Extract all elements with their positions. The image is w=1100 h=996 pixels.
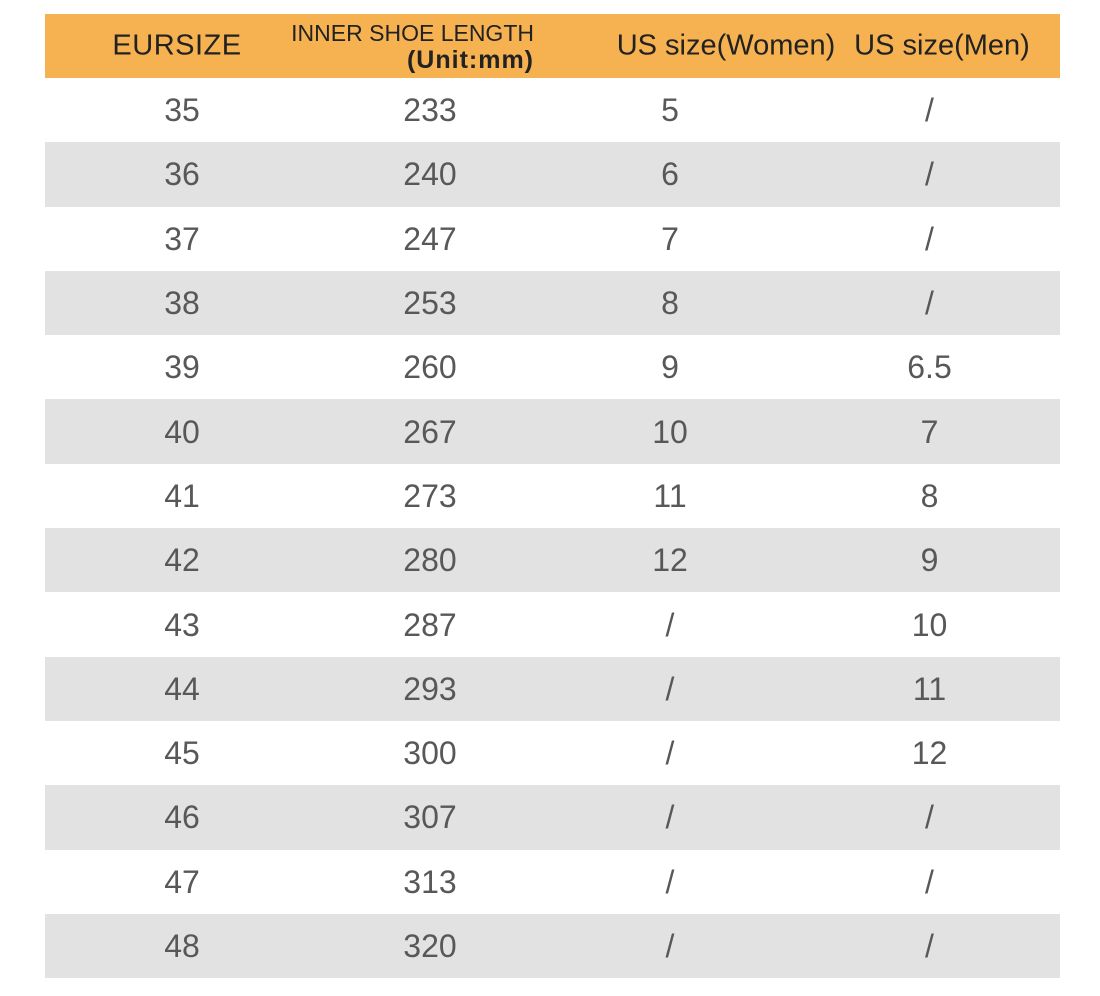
- table-cell-inner-length: 247: [403, 220, 457, 257]
- table-cell-eursize: 44: [164, 670, 200, 707]
- table-cell-eursize: 37: [164, 220, 200, 257]
- table-cell-us-men: /: [925, 863, 934, 900]
- table-cell-inner-length: 293: [403, 670, 457, 707]
- table-cell-eursize: 48: [164, 928, 200, 964]
- table-cell-us-women: 11: [653, 477, 687, 514]
- table-cell-eursize: 43: [164, 606, 200, 643]
- table-cell-inner-length: 320: [403, 928, 457, 964]
- table-cell-us-women: 6: [661, 156, 679, 193]
- table-cell-inner-length: 280: [403, 542, 457, 579]
- table-row: 48 320 / /: [45, 913, 1060, 979]
- table-cell-inner-length: 287: [403, 606, 457, 643]
- table-cell-inner-length: 273: [403, 477, 457, 514]
- table-cell-us-women: 12: [652, 542, 688, 579]
- table-cell-us-men: /: [925, 928, 934, 964]
- table-row: 36 240 6 /: [45, 142, 1060, 207]
- table-row: 45 300 / 12: [45, 720, 1060, 786]
- table-cell-us-women: 10: [652, 413, 688, 450]
- table-cell-eursize: 39: [164, 349, 200, 386]
- table-row: 43 287 / 10: [45, 592, 1060, 657]
- table-row: 40 267 10 7: [45, 399, 1060, 464]
- header-eursize: EURSIZE: [112, 29, 242, 62]
- table-cell-us-men: 12: [911, 735, 948, 772]
- table-cell-us-men: 7: [920, 413, 939, 450]
- table-cell-us-women: 9: [661, 349, 679, 386]
- table-cell-eursize: 46: [164, 799, 200, 836]
- table-cell-us-men: /: [925, 220, 934, 257]
- table-cell-us-men: 6.5: [907, 349, 952, 386]
- table-row: 41 273 11 8: [45, 463, 1060, 529]
- table-cell-us-women: /: [665, 606, 675, 643]
- table-cell-inner-length: 313: [403, 863, 457, 900]
- table-cell-us-women: /: [665, 670, 675, 707]
- table-row: 38 253 8 /: [45, 270, 1060, 336]
- table-cell-us-women: /: [665, 735, 675, 772]
- table-cell-inner-length: 240: [403, 156, 457, 193]
- table-cell-inner-length: 300: [403, 735, 457, 772]
- table-rows: 35 233 5 / 36 240 6 / 37 247 7 / 38 253 …: [45, 78, 1060, 979]
- table-cell-inner-length: 233: [403, 92, 457, 129]
- table-cell-us-men: 9: [920, 542, 939, 579]
- header-inner-shoe-length-unit: (Unit:mm): [406, 46, 534, 74]
- table-cell-us-men: 10: [911, 606, 948, 643]
- table-cell-eursize: 42: [164, 542, 200, 579]
- table-cell-us-men: /: [925, 799, 934, 836]
- header-us-size-men: US size(Men): [854, 29, 1030, 62]
- size-chart-table: EURSIZE INNER SHOE LENGTH (Unit:mm) US s…: [45, 14, 1060, 979]
- table-header: EURSIZE INNER SHOE LENGTH (Unit:mm) US s…: [45, 14, 1060, 78]
- header-inner-shoe-length-line1: INNER SHOE LENGTH: [291, 20, 534, 46]
- table-cell-inner-length: 253: [403, 285, 457, 322]
- table-cell-us-men: /: [925, 156, 934, 193]
- table-cell-eursize: 41: [164, 477, 200, 514]
- header-us-size-women: US size(Women): [616, 29, 836, 62]
- table-cell-us-men: 11: [912, 670, 947, 707]
- table-cell-us-women: /: [665, 928, 675, 964]
- table-cell-eursize: 35: [164, 92, 200, 129]
- table-cell-eursize: 47: [164, 863, 200, 900]
- table-row: 47 313 / /: [45, 849, 1060, 914]
- table-row: 39 260 9 6.5: [45, 335, 1060, 400]
- table-cell-us-men: 8: [920, 477, 939, 514]
- table-cell-eursize: 36: [164, 156, 200, 193]
- table-row: 46 307 / /: [45, 785, 1060, 850]
- table-cell-us-women: 8: [661, 285, 679, 322]
- table-cell-inner-length: 307: [403, 799, 457, 836]
- table-row: 35 233 5 /: [45, 78, 1060, 143]
- table-cell-us-women: 5: [661, 92, 679, 129]
- table-row: 42 280 12 9: [45, 528, 1060, 593]
- table-cell-eursize: 40: [164, 413, 200, 450]
- table-cell-inner-length: 260: [403, 349, 457, 386]
- table-cell-inner-length: 267: [403, 413, 457, 450]
- table-row: 44 293 / 11: [45, 656, 1060, 721]
- header-inner-shoe-length: INNER SHOE LENGTH (Unit:mm): [291, 20, 534, 74]
- table-cell-eursize: 38: [164, 285, 200, 322]
- table-row: 37 247 7 /: [45, 206, 1060, 271]
- table-cell-us-men: /: [925, 285, 934, 322]
- table-cell-us-women: /: [665, 799, 675, 836]
- table-cell-us-women: 7: [661, 220, 679, 257]
- table-cell-eursize: 45: [164, 735, 200, 772]
- table-cell-us-women: /: [665, 863, 675, 900]
- table-cell-us-men: /: [925, 92, 934, 129]
